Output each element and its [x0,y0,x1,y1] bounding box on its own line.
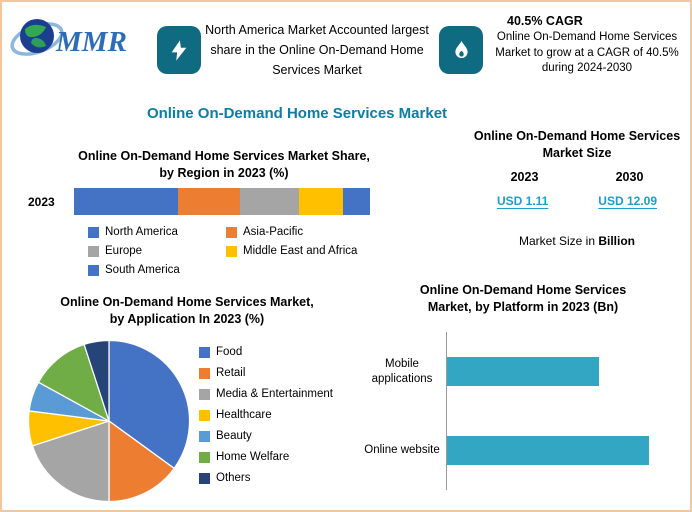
platform-row-mobile-applications: Mobile applications [362,332,677,411]
region-segment-north-america [74,188,178,215]
platform-bar-area [446,411,677,490]
pie-slice-food [108,339,191,470]
application-legend: Food Retail Media & Entertainment Healthcar… [199,346,333,484]
platform-category-label: Online website [364,444,440,456]
legend-swatch-icon [88,245,99,257]
legend-label: Beauty [216,430,252,442]
legend-label: Europe [105,245,143,257]
platform-chart-area: Mobile applications Online website [362,332,677,490]
legend-item-food: Food [199,346,333,358]
north-america-highlight-text: North America Market Accounted largest s… [205,23,429,77]
legend-swatch-icon [226,245,237,257]
legend-swatch-icon [88,264,99,276]
cagr-title: 40.5% CAGR [507,14,583,28]
legend-swatch-icon [199,409,210,421]
legend-label: North America [105,226,178,238]
region-stacked-bar [74,188,370,215]
region-bar-row: 2023 [22,188,370,215]
region-segment-south-america [343,188,370,215]
year-2030: 2030 [615,170,644,184]
legend-swatch-icon [199,367,210,379]
platform-bar-mobile-applications [447,357,599,386]
application-pie [26,338,192,504]
legend-item-north-america: North America [88,226,226,238]
market-size-note: Market Size in Billion [518,234,636,248]
platform-chart-title: Online On-Demand Home Services Market, b… [419,283,627,314]
value-2023: USD 1.11 [496,194,549,208]
logo-text: MMR [55,26,127,58]
mmr-logo-graphic: MMR [10,19,127,58]
market-size-title: Online On-Demand Home Services Market Si… [473,129,681,160]
legend-item-beauty: Beauty [199,430,333,442]
platform-category-label: Mobile applications [371,357,433,385]
lightning-icon [157,26,201,74]
region-legend: North America Asia-Pacific Europe Middle Ea… [88,226,357,276]
pie-slice-retail [108,419,176,503]
legend-label: South America [105,264,180,276]
legend-item-others: Others [199,472,333,484]
cagr-highlight: 40.5% CAGR Online On-Demand Home Service… [489,14,685,77]
legend-item-middle-east-and-africa: Middle East and Africa [226,245,357,257]
legend-label: Asia-Pacific [243,226,304,238]
value-2030: USD 12.09 [598,194,657,208]
region-segment-middle-east-and-africa [298,188,344,215]
legend-swatch-icon [88,226,99,238]
legend-item-europe: Europe [88,245,226,257]
pie-svg [27,339,191,503]
application-chart-title: Online On-Demand Home Services Market, b… [60,295,314,326]
region-segment-europe [239,188,299,215]
legend-swatch-icon [199,430,210,442]
pie-slice-others [83,339,110,422]
legend-swatch-icon [199,388,210,400]
legend-swatch-icon [199,472,210,484]
legend-label: Healthcare [216,409,272,421]
legend-label: Home Welfare [216,451,290,463]
cagr-text: Online On-Demand Home Services Market to… [495,31,679,74]
legend-label: Retail [216,367,246,379]
platform-row-online-website: Online website [362,411,677,490]
region-chart-title: Online On-Demand Home Services Market Sh… [78,149,370,180]
legend-label: Media & Entertainment [216,388,333,400]
legend-swatch-icon [199,451,210,463]
region-segment-asia-pacific [177,188,240,215]
flame-icon [439,26,483,74]
legend-item-home-welfare: Home Welfare [199,451,333,463]
region-category-label: 2023 [28,194,55,209]
market-size-years: 2023 2030 [472,170,682,184]
pie-slice-media-entertainment [31,420,110,503]
year-2023: 2023 [510,170,539,184]
legend-item-media-entertainment: Media & Entertainment [199,388,333,400]
page-title: Online On-Demand Home Services Market [146,105,448,122]
market-size-values: USD 1.11 USD 12.09 [472,194,682,208]
legend-item-healthcare: Healthcare [199,409,333,421]
legend-item-south-america: South America [88,264,226,276]
platform-bar-area [446,332,677,411]
legend-label: Others [216,472,251,484]
platform-bar-online-website [447,436,650,465]
legend-swatch-icon [226,226,237,238]
legend-label: Middle East and Africa [243,245,358,257]
legend-item-asia-pacific: Asia-Pacific [226,226,357,238]
legend-label: Food [216,346,243,358]
legend-item-retail: Retail [199,367,333,379]
legend-swatch-icon [199,346,210,358]
pie-slice-home-welfare [37,343,111,423]
mmr-logo: MMR [10,8,160,72]
